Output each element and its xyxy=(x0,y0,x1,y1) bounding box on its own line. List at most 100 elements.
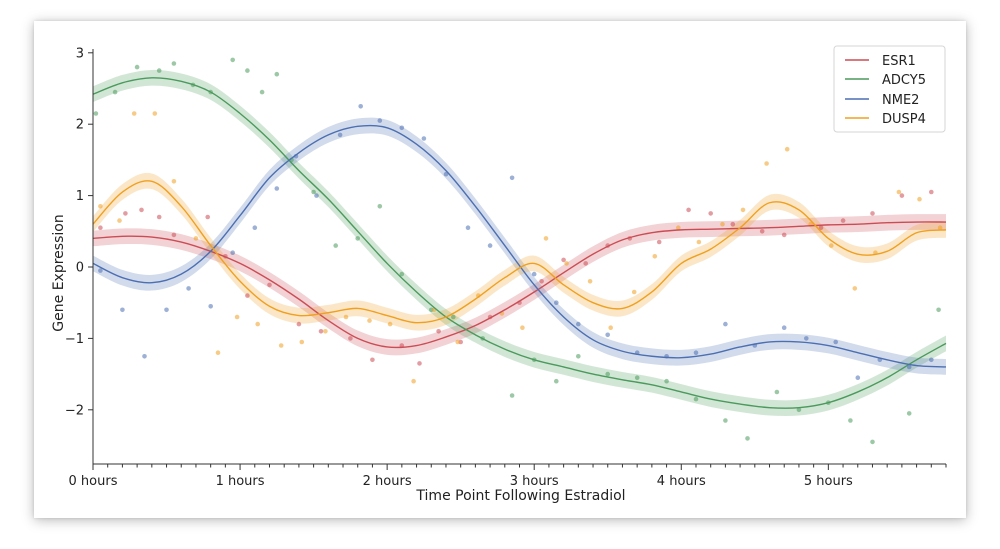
point-esr1 xyxy=(781,232,787,238)
point-nme2 xyxy=(554,300,559,306)
point-dusp4 xyxy=(343,314,349,320)
point-dusp4 xyxy=(193,236,199,241)
point-dusp4 xyxy=(455,339,461,345)
point-dusp4 xyxy=(323,329,328,334)
series-lines xyxy=(92,77,947,409)
point-adcy5 xyxy=(848,418,853,423)
point-dusp4 xyxy=(917,196,922,202)
axes: −2 −1 0 1 2 3 0 hours 1 hours 2 hours 3 hours 4 ho… xyxy=(65,46,947,489)
point-nme2 xyxy=(723,321,728,327)
point-adcy5 xyxy=(870,439,875,445)
point-nme2 xyxy=(487,243,493,248)
x-tick-label: 2 hours xyxy=(363,474,412,489)
legend-frame xyxy=(833,45,946,133)
point-adcy5 xyxy=(333,243,339,248)
point-dusp4 xyxy=(152,111,158,116)
point-nme2 xyxy=(465,225,471,230)
y-tick-label: 1 xyxy=(76,189,84,204)
point-dusp4 xyxy=(720,221,725,227)
point-dusp4 xyxy=(171,179,177,184)
point-nme2 xyxy=(929,357,934,363)
point-adcy5 xyxy=(554,378,559,384)
point-adcy5 xyxy=(634,375,640,381)
point-esr1 xyxy=(296,321,302,327)
point-dusp4 xyxy=(608,325,613,331)
point-esr1 xyxy=(98,225,103,230)
point-dusp4 xyxy=(564,261,569,266)
point-adcy5 xyxy=(245,68,250,73)
point-nme2 xyxy=(693,350,699,356)
point-nme2 xyxy=(781,325,787,331)
point-adcy5 xyxy=(156,68,162,73)
line-dusp4 xyxy=(92,180,947,324)
legend-label-nme2: NME2 xyxy=(882,93,919,108)
point-adcy5 xyxy=(906,411,912,416)
point-adcy5 xyxy=(355,236,361,241)
point-adcy5 xyxy=(745,436,750,441)
point-dusp4 xyxy=(234,314,240,320)
point-nme2 xyxy=(120,307,125,313)
point-nme2 xyxy=(605,332,610,338)
point-dusp4 xyxy=(740,207,746,213)
point-esr1 xyxy=(205,214,210,220)
y-tick-label: −1 xyxy=(65,332,84,347)
point-dusp4 xyxy=(117,218,122,223)
point-nme2 xyxy=(358,104,364,109)
point-dusp4 xyxy=(764,161,769,166)
point-adcy5 xyxy=(693,396,699,402)
scatter-points xyxy=(93,57,943,445)
point-adcy5 xyxy=(171,61,177,66)
point-esr1 xyxy=(759,229,765,234)
point-nme2 xyxy=(142,354,147,359)
point-adcy5 xyxy=(774,389,780,395)
point-nme2 xyxy=(377,118,383,123)
y-tick-label: 0 xyxy=(76,261,84,276)
point-dusp4 xyxy=(852,286,858,291)
point-nme2 xyxy=(906,364,912,370)
x-axis-title: Time Point Following Estradiol xyxy=(415,488,625,504)
line-nme2 xyxy=(92,124,947,368)
point-esr1 xyxy=(899,193,905,198)
point-dusp4 xyxy=(676,225,681,230)
point-nme2 xyxy=(399,125,405,131)
point-esr1 xyxy=(818,225,824,230)
point-esr1 xyxy=(539,279,544,284)
point-nme2 xyxy=(230,250,235,255)
point-dusp4 xyxy=(387,321,393,327)
point-esr1 xyxy=(708,211,713,216)
x-tick-label: 1 hours xyxy=(216,474,265,489)
legend-label-adcy5: ADCY5 xyxy=(882,73,926,88)
point-dusp4 xyxy=(411,378,416,384)
chart-svg: −2 −1 0 1 2 3 0 hours 1 hours 2 hours 3 hours 4 ho… xyxy=(51,45,947,504)
point-dusp4 xyxy=(520,325,525,331)
point-adcy5 xyxy=(605,371,610,377)
point-dusp4 xyxy=(896,189,902,195)
point-nme2 xyxy=(576,321,581,327)
point-esr1 xyxy=(123,211,128,216)
point-esr1 xyxy=(318,329,324,334)
point-dusp4 xyxy=(829,243,834,248)
y-tick-label: −2 xyxy=(65,403,84,418)
point-adcy5 xyxy=(936,307,941,313)
x-tick-label: 4 hours xyxy=(657,474,706,489)
point-nme2 xyxy=(804,336,809,341)
legend: ESR1 ADCY5 NME2 DUSP4 xyxy=(833,45,946,133)
point-dusp4 xyxy=(299,339,305,345)
point-adcy5 xyxy=(134,64,140,70)
point-esr1 xyxy=(870,211,875,216)
point-adcy5 xyxy=(664,378,669,384)
chart-card: −2 −1 0 1 2 3 0 hours 1 hours 2 hours 3 hours 4 ho… xyxy=(34,21,966,518)
point-adcy5 xyxy=(274,71,280,77)
point-dusp4 xyxy=(696,239,702,245)
point-dusp4 xyxy=(543,236,549,241)
line-esr1 xyxy=(92,221,947,349)
point-nme2 xyxy=(186,286,191,291)
point-adcy5 xyxy=(93,111,99,116)
point-dusp4 xyxy=(652,254,658,259)
point-esr1 xyxy=(583,261,588,266)
point-esr1 xyxy=(840,218,846,223)
legend-label-dusp4: DUSP4 xyxy=(882,112,926,127)
point-adcy5 xyxy=(112,89,118,95)
legend-label-esr1: ESR1 xyxy=(882,54,916,69)
point-adcy5 xyxy=(451,314,456,320)
